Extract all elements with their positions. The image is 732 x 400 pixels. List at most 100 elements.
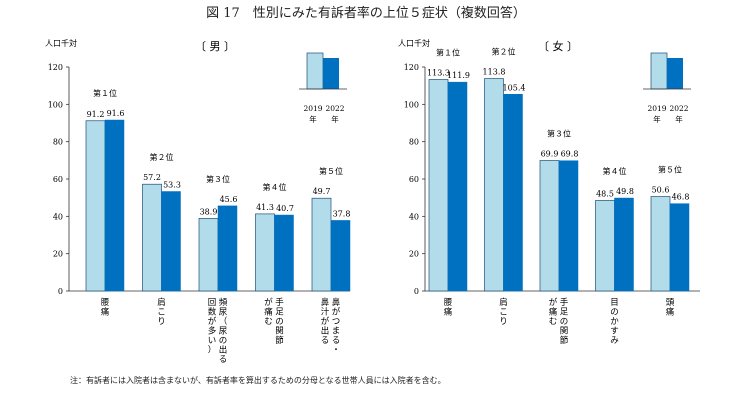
male-category-label-char: 多 <box>208 326 217 337</box>
female-category-label-char: む <box>549 317 558 327</box>
female-rank-label: 第４位 <box>603 166 627 176</box>
female-category-label-char: 痛 <box>444 307 453 318</box>
female-legend-swatch-2019 <box>650 52 668 90</box>
male-category-label-char: 鼻 <box>321 297 330 308</box>
male-bar-2022 <box>330 220 351 292</box>
male-category-label-char: 汁 <box>321 307 330 318</box>
male-value-label-2022: 53.3 <box>163 181 181 190</box>
female-category-label-char: の <box>560 317 569 327</box>
female-value-label-2019: 50.6 <box>652 186 670 195</box>
female-category-label-char: 足 <box>560 308 569 318</box>
male-value-label-2019: 49.7 <box>313 187 331 196</box>
male-rank-label: 第３位 <box>206 174 230 184</box>
male-panel-title: 〔 男 〕 <box>195 40 235 53</box>
female-category-label-char: 頭 <box>666 298 675 308</box>
female-category-label-char: の <box>610 308 619 318</box>
female-y-tick-label: 60 <box>409 175 419 184</box>
female-bar-2019 <box>650 196 671 292</box>
female-category-label-char: 目 <box>610 298 619 308</box>
female-legend-swatch-2022 <box>667 58 683 89</box>
male-legend-unit: 年 <box>331 114 339 124</box>
male-category-label-char: が <box>321 316 330 327</box>
male-category-label-char: 足 <box>275 308 284 318</box>
male-category-label-char: り <box>157 317 166 327</box>
female-bar-2019 <box>595 200 615 292</box>
male-category-label-char: 手 <box>275 297 284 308</box>
male-category-label-char: の <box>275 317 284 327</box>
male-legend-year-2019: 2019 <box>303 104 322 113</box>
female-value-label-2022: 46.8 <box>672 193 690 202</box>
female-y-tick-label: 0 <box>414 287 419 296</box>
male-bar-2022 <box>161 191 181 292</box>
female-category-label-char: 肩 <box>499 297 508 308</box>
female-bar-2022 <box>558 160 579 292</box>
female-y-tick-label: 100 <box>404 100 419 109</box>
male-category-label-char: ま <box>332 327 341 337</box>
male-category-label-char: の <box>219 336 228 346</box>
male-category-label-char: が <box>208 316 217 327</box>
female-value-label-2019: 69.9 <box>541 150 559 159</box>
male-category-label-char: 回 <box>208 298 217 308</box>
male-value-label-2019: 41.3 <box>256 203 274 212</box>
female-category-label-char: 痛 <box>549 307 558 318</box>
male-category-label-char: む <box>264 317 273 327</box>
female-bar-2019 <box>484 78 504 292</box>
male-rank-label: 第１位 <box>93 88 117 98</box>
female-bar-2022 <box>614 197 634 292</box>
male-category-label-char: 痛 <box>101 307 110 318</box>
female-y-tick-label: 80 <box>409 138 419 147</box>
female-legend-year-2022: 2022 <box>669 104 688 113</box>
male-category-label-char: つ <box>332 317 341 327</box>
male-y-tick-label: 80 <box>53 138 63 147</box>
female-rank-label: 第１位 <box>436 48 460 58</box>
female-y-tick-label: 20 <box>409 250 419 259</box>
female-category-label-char: か <box>610 317 619 327</box>
male-bar-2019 <box>198 218 219 292</box>
male-bar-2022 <box>274 214 294 292</box>
female-rank-label: 第２位 <box>492 47 516 57</box>
male-category-label-char: ・ <box>332 346 341 356</box>
male-y-tick-label: 60 <box>53 175 63 184</box>
male-bar-2019 <box>85 120 106 292</box>
male-category-label-char: 頻 <box>219 297 228 308</box>
male-value-label-2019: 38.9 <box>200 207 218 216</box>
male-value-label-2022: 37.8 <box>333 209 351 218</box>
male-rank-label: 第４位 <box>263 182 287 192</box>
male-category-label-char: 尿 <box>219 308 228 318</box>
female-category-label-char: り <box>499 317 508 327</box>
female-category-label-char: こ <box>499 308 508 318</box>
male-y-tick-label: 20 <box>53 250 63 259</box>
female-category-label-char: 手 <box>560 297 569 308</box>
female-bar-2022 <box>669 203 690 292</box>
female-value-label-2019: 48.5 <box>596 189 614 198</box>
female-category-label-char: 痛 <box>666 307 675 318</box>
male-category-label-char: （ <box>219 316 228 327</box>
female-y-axis-unit: 人口千対 <box>398 38 430 48</box>
male-category-label-char: 肩 <box>157 297 166 308</box>
male-category-label-char: 関 <box>275 327 284 337</box>
male-legend-unit: 年 <box>309 114 317 124</box>
female-value-label-2022: 69.8 <box>561 150 579 159</box>
male-bar-2019 <box>311 197 332 292</box>
female-value-label-2019: 113.8 <box>483 68 506 77</box>
male-y-tick-label: 40 <box>53 212 63 221</box>
male-bar-2022 <box>217 205 238 292</box>
female-y-tick-label: 120 <box>404 63 419 72</box>
female-value-label-2022: 49.8 <box>616 187 634 196</box>
male-category-label-char: 数 <box>208 307 217 318</box>
male-category-label-char: る <box>219 355 228 365</box>
female-category-label-char: み <box>610 336 619 346</box>
male-category-label-char: 鼻 <box>332 297 341 308</box>
male-value-label-2022: 91.6 <box>107 109 125 118</box>
female-category-label-char: 腰 <box>444 298 453 308</box>
male-y-axis-unit: 人口千対 <box>45 38 77 48</box>
male-bar-2019 <box>142 183 162 292</box>
male-category-label-char: ） <box>208 345 217 356</box>
male-y-tick-label: 120 <box>48 63 63 72</box>
female-category-label-char: 関 <box>560 327 569 337</box>
female-bar-2019 <box>539 160 560 292</box>
female-legend-unit: 年 <box>675 114 683 124</box>
male-legend-swatch-2019 <box>306 52 324 90</box>
male-value-label-2019: 91.2 <box>87 110 105 119</box>
male-category-label-char: 腰 <box>101 298 110 308</box>
